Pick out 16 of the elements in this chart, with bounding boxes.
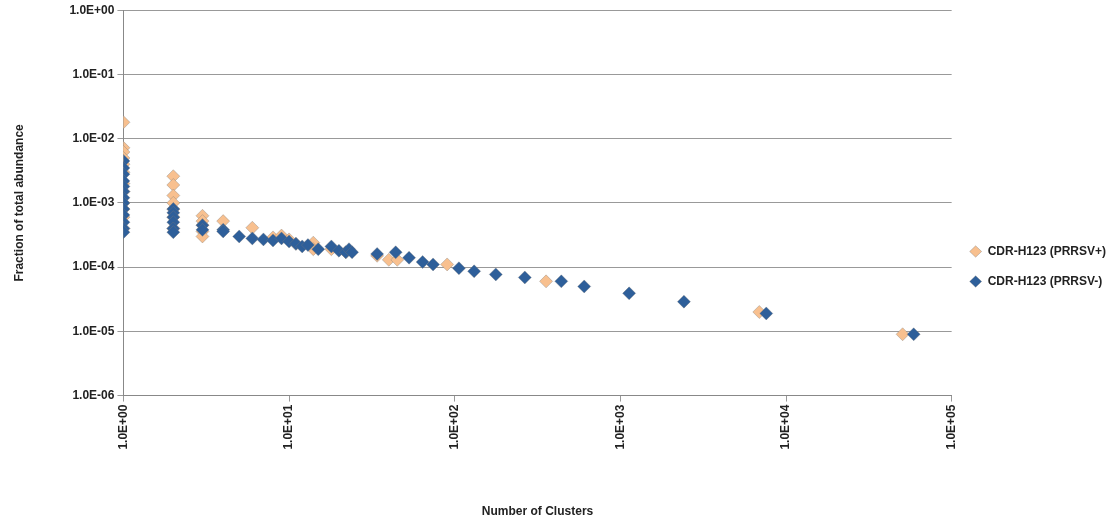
x-tick-label: 1.0E+05 xyxy=(943,404,958,450)
x-tick-label: 1.0E+01 xyxy=(281,404,296,450)
legend-label: CDR-H123 (PRRSV-) xyxy=(987,273,1103,288)
y-tick-label: 1.0E-02 xyxy=(72,130,115,145)
x-tick-label: 1.0E+02 xyxy=(447,404,462,450)
x-tick-label: 1.0E+04 xyxy=(778,404,793,450)
y-axis-title: Fraction of total abundance xyxy=(11,123,26,282)
y-tick-label: 1.0E-04 xyxy=(72,259,115,274)
y-tick-label: 1.0E-06 xyxy=(72,387,115,402)
y-tick-label: 1.0E+00 xyxy=(69,2,115,17)
legend-label: CDR-H123 (PRRSV+) xyxy=(987,243,1106,258)
y-tick-label: 1.0E-05 xyxy=(72,323,115,338)
y-tick-label: 1.0E-03 xyxy=(72,195,115,210)
x-tick-label: 1.0E+03 xyxy=(612,404,627,450)
y-tick-label: 1.0E-01 xyxy=(72,66,115,81)
x-axis-title: Number of Clusters xyxy=(481,504,594,519)
